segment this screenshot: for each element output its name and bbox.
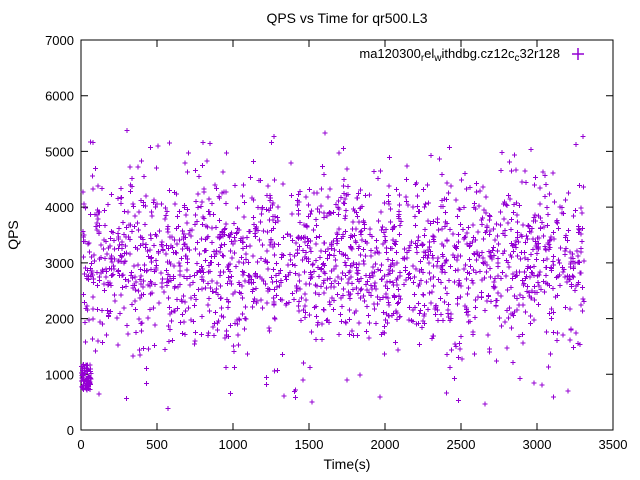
y-tick-label: 0 bbox=[67, 423, 74, 438]
x-tick-label: 2000 bbox=[371, 437, 400, 452]
x-tick-label: 3000 bbox=[523, 437, 552, 452]
legend-marker-plus-icon bbox=[572, 48, 584, 60]
x-tick-label: 500 bbox=[146, 437, 168, 452]
y-tick-label: 2000 bbox=[45, 312, 74, 327]
y-tick-label: 1000 bbox=[45, 367, 74, 382]
y-tick-labels: 0 1000 2000 3000 4000 5000 6000 7000 bbox=[45, 33, 74, 438]
y-tick-label: 3000 bbox=[45, 256, 74, 271]
x-tick-labels: 0 500 1000 1500 2000 2500 3000 3500 bbox=[77, 437, 627, 452]
x-tick-label: 1500 bbox=[295, 437, 324, 452]
x-axis-label: Time(s) bbox=[324, 456, 371, 472]
y-ticks bbox=[81, 39, 613, 431]
plot-border bbox=[80, 39, 614, 431]
y-tick-label: 5000 bbox=[45, 144, 74, 159]
scatter-points bbox=[79, 128, 587, 411]
legend-label: ma120300relwithdbg.cz12cc32r128 bbox=[359, 46, 560, 64]
y-tick-label: 7000 bbox=[45, 33, 74, 48]
x-ticks bbox=[80, 40, 614, 430]
x-tick-label: 0 bbox=[77, 437, 84, 452]
x-tick-label: 1000 bbox=[219, 437, 248, 452]
chart-title: QPS vs Time for qr500.L3 bbox=[266, 10, 427, 26]
x-tick-label: 3500 bbox=[599, 437, 628, 452]
legend: ma120300relwithdbg.cz12cc32r128 bbox=[359, 46, 584, 64]
y-tick-label: 6000 bbox=[45, 89, 74, 104]
y-tick-label: 4000 bbox=[45, 200, 74, 215]
x-tick-label: 2500 bbox=[447, 437, 476, 452]
y-axis-label: QPS bbox=[5, 220, 21, 250]
